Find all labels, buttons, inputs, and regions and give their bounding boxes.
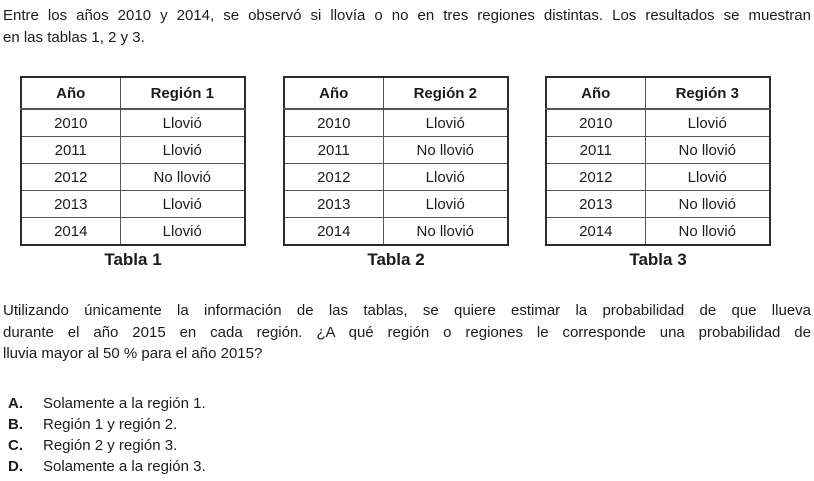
table-row: 2010 Llovió [283, 108, 509, 137]
option-b: B. Región 1 y región 2. [8, 414, 528, 435]
year-cell: 2011 [283, 136, 384, 164]
table-row: 2012 Llovió [283, 163, 509, 191]
intro-paragraph: Entre los años 2010 y 2014, se observó s… [3, 5, 811, 48]
answer-options: A. Solamente a la región 1. B. Región 1 … [8, 393, 528, 477]
table-region-1: Año Región 1 2010 Llovió 2011 Llovió 201… [20, 76, 246, 246]
rain-cell: Llovió [382, 163, 509, 191]
table-1-region-header: Región 1 [119, 76, 246, 110]
rain-cell: Llovió [119, 136, 246, 164]
table-row: 2013 Llovió [20, 190, 246, 218]
year-cell: 2011 [545, 136, 646, 164]
rain-cell: No llovió [382, 217, 509, 246]
year-cell: 2013 [283, 190, 384, 218]
rain-cell: No llovió [644, 190, 771, 218]
table-2-caption: Tabla 2 [367, 250, 425, 269]
table-row: 2013 Llovió [283, 190, 509, 218]
rain-cell: Llovió [119, 190, 246, 218]
year-cell: 2014 [545, 217, 646, 246]
year-cell: 2013 [545, 190, 646, 218]
option-c: C. Región 2 y región 3. [8, 435, 528, 456]
table-row: 2012 No llovió [20, 163, 246, 191]
year-cell: 2014 [20, 217, 121, 246]
option-c-letter: C. [8, 437, 23, 454]
option-a: A. Solamente a la región 1. [8, 393, 528, 414]
table-region-2: Año Región 2 2010 Llovió 2011 No llovió … [283, 76, 509, 246]
rain-cell: Llovió [644, 108, 771, 137]
table-row: 2010 Llovió [545, 108, 771, 137]
table-row: 2012 Llovió [545, 163, 771, 191]
table-2-container: Año Región 2 2010 Llovió 2011 No llovió … [283, 76, 509, 270]
table-1-header-row: Año Región 1 [20, 76, 246, 110]
rain-cell: Llovió [382, 108, 509, 137]
year-cell: 2010 [283, 108, 384, 137]
table-row: 2014 No llovió [283, 217, 509, 246]
table-1-caption: Tabla 1 [104, 250, 162, 269]
rain-cell: No llovió [382, 136, 509, 164]
table-2-header-row: Año Región 2 [283, 76, 509, 110]
table-row: 2013 No llovió [545, 190, 771, 218]
table-row: 2014 No llovió [545, 217, 771, 246]
rain-cell: No llovió [119, 163, 246, 191]
option-d-text: Solamente a la región 3. [43, 458, 206, 475]
year-cell: 2010 [20, 108, 121, 137]
table-3-container: Año Región 3 2010 Llovió 2011 No llovió … [545, 76, 771, 270]
table-3-region-header: Región 3 [644, 76, 771, 110]
year-cell: 2012 [20, 163, 121, 191]
option-c-text: Región 2 y región 3. [43, 437, 178, 454]
table-2-year-header: Año [283, 76, 384, 110]
option-a-text: Solamente a la región 1. [43, 395, 206, 412]
year-cell: 2014 [283, 217, 384, 246]
rain-cell: Llovió [119, 217, 246, 246]
table-region-3: Año Región 3 2010 Llovió 2011 No llovió … [545, 76, 771, 246]
option-d-letter: D. [8, 458, 23, 475]
table-row: 2011 No llovió [283, 136, 509, 164]
table-row: 2010 Llovió [20, 108, 246, 137]
question-paragraph: Utilizando únicamente la información de … [3, 300, 811, 365]
year-cell: 2012 [545, 163, 646, 191]
rain-cell: Llovió [382, 190, 509, 218]
option-b-letter: B. [8, 416, 23, 433]
rain-cell: No llovió [644, 136, 771, 164]
intro-line-1: Entre los años 2010 y 2014, se observó s… [3, 7, 811, 24]
option-d: D. Solamente a la región 3. [8, 456, 528, 477]
option-a-letter: A. [8, 395, 23, 412]
question-line-1: Utilizando únicamente la información de … [3, 302, 811, 319]
year-cell: 2010 [545, 108, 646, 137]
question-line-3: lluvia mayor al 50 % para el año 2015? [3, 345, 263, 362]
option-b-text: Región 1 y región 2. [43, 416, 178, 433]
year-cell: 2012 [283, 163, 384, 191]
table-row: 2014 Llovió [20, 217, 246, 246]
table-1-container: Año Región 1 2010 Llovió 2011 Llovió 201… [20, 76, 246, 270]
table-1-year-header: Año [20, 76, 121, 110]
intro-line-2: en las tablas 1, 2 y 3. [3, 28, 145, 46]
table-3-caption: Tabla 3 [629, 250, 687, 269]
rain-cell: No llovió [644, 217, 771, 246]
year-cell: 2013 [20, 190, 121, 218]
table-3-year-header: Año [545, 76, 646, 110]
rain-cell: Llovió [119, 108, 246, 137]
table-3-header-row: Año Región 3 [545, 76, 771, 110]
rain-cell: Llovió [644, 163, 771, 191]
year-cell: 2011 [20, 136, 121, 164]
table-row: 2011 No llovió [545, 136, 771, 164]
table-row: 2011 Llovió [20, 136, 246, 164]
question-line-2: durante el año 2015 en cada región. ¿A q… [3, 323, 811, 341]
table-2-region-header: Región 2 [382, 76, 509, 110]
